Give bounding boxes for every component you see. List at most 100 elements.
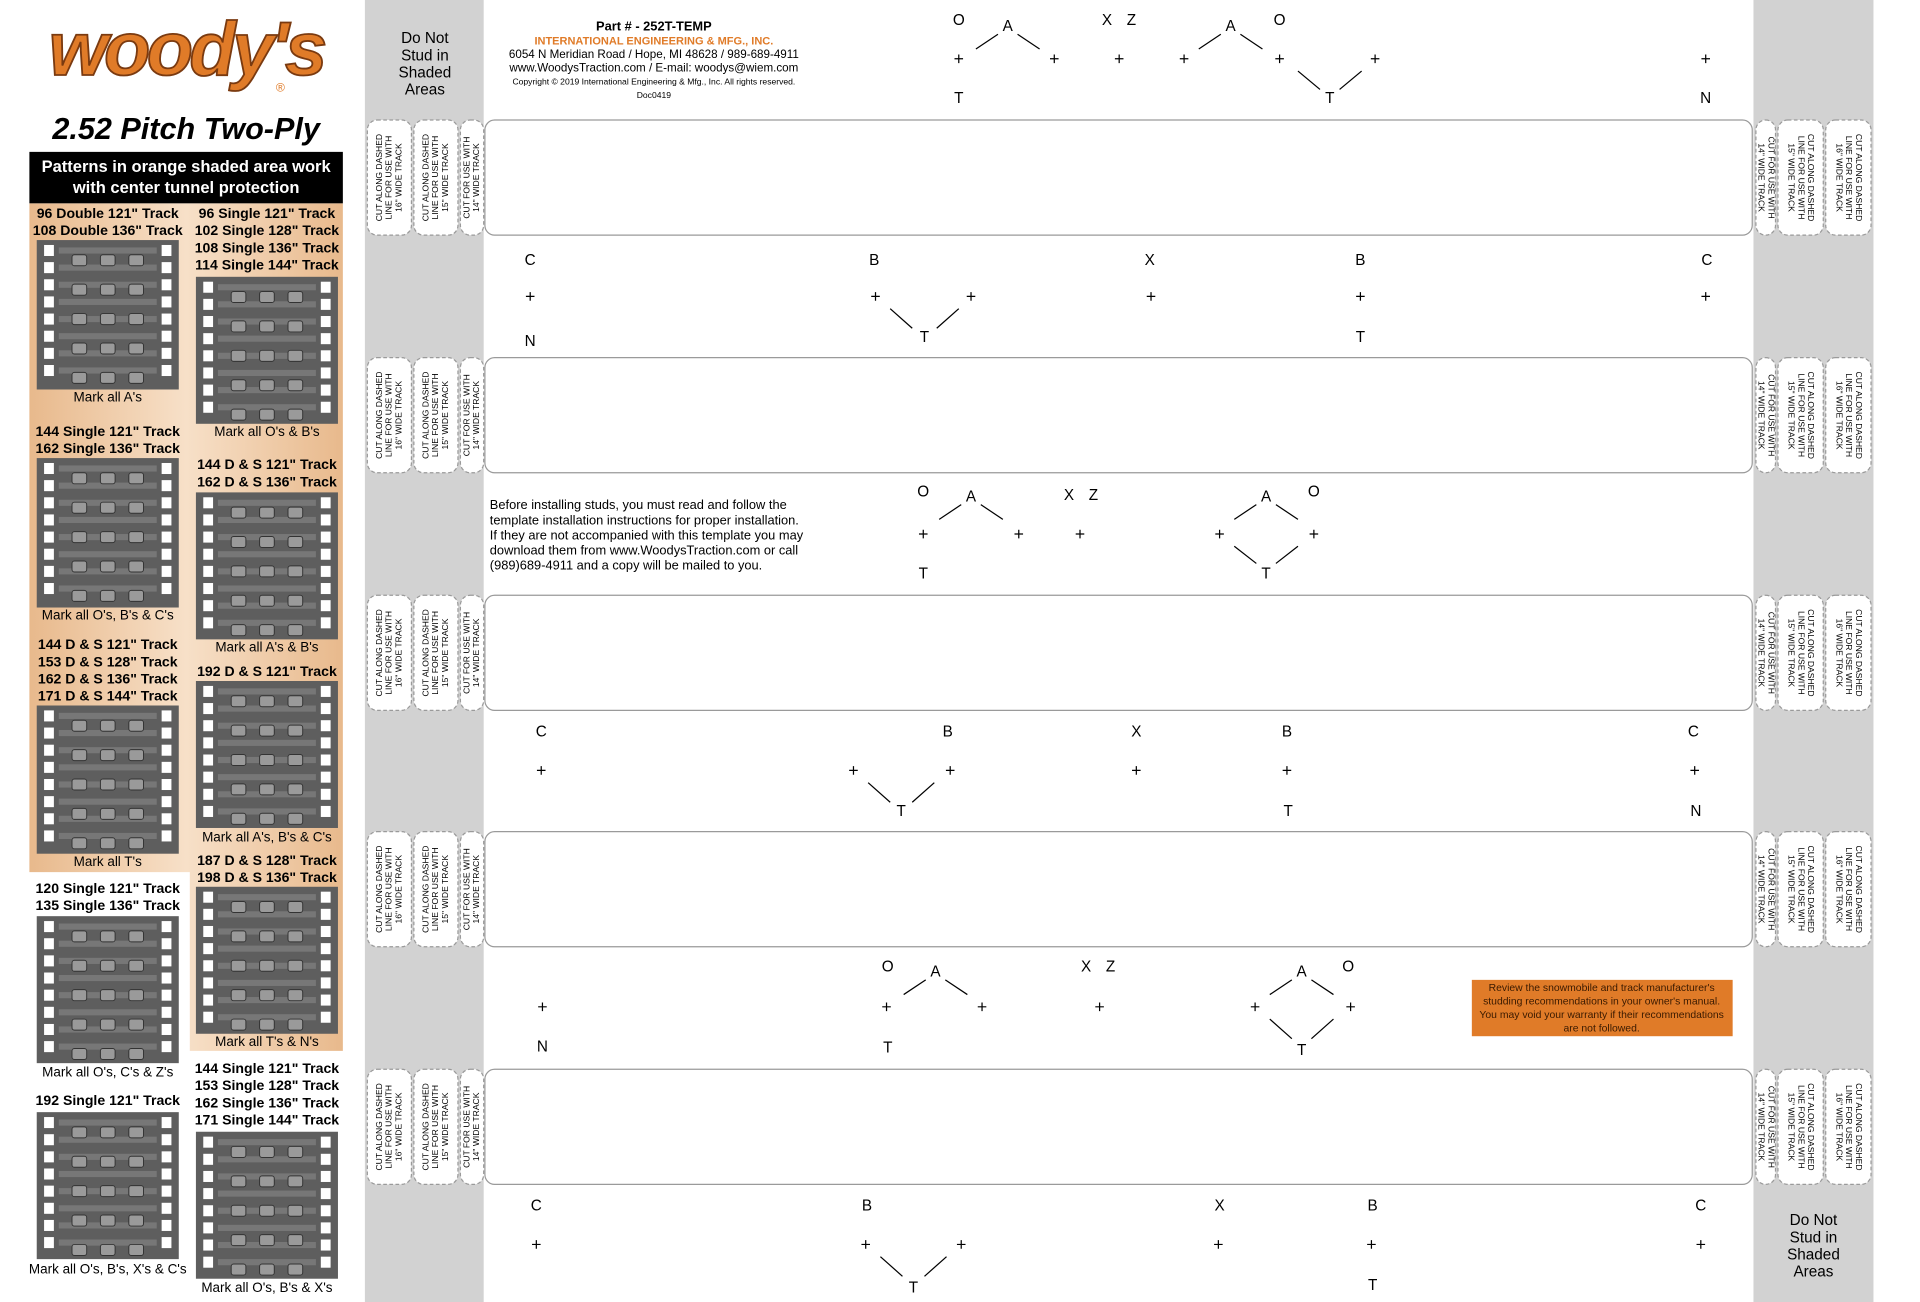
cut-label-line: 15" WIDE TRACK xyxy=(1787,619,1797,688)
track-clip xyxy=(161,1151,172,1163)
stud-spot xyxy=(71,930,88,943)
guide-line xyxy=(911,782,935,803)
stud-spot xyxy=(99,501,116,514)
track-clip xyxy=(161,565,172,577)
cut-label-box xyxy=(1825,831,1872,948)
guide-line xyxy=(936,308,960,329)
stud-spot xyxy=(287,1204,304,1217)
stud-spot xyxy=(128,959,144,972)
track-size: 144 Single 121" Track xyxy=(195,1060,340,1076)
instruction: template installation instructions for p… xyxy=(490,512,799,527)
stud-spot xyxy=(230,1175,247,1188)
instruction: download them from www.WoodysTraction.co… xyxy=(490,542,798,557)
stud-cross xyxy=(966,292,976,301)
cut-label-line: 16" WIDE TRACK xyxy=(1834,1093,1844,1162)
track-lug xyxy=(58,551,157,558)
stud-letter: N xyxy=(1690,803,1701,820)
stud-letter: T xyxy=(920,329,929,346)
track-clip xyxy=(161,955,172,967)
stud-spot xyxy=(230,1145,247,1158)
track-clip xyxy=(320,1239,331,1251)
track-clip xyxy=(203,531,214,543)
stud-letter: B xyxy=(943,723,953,740)
cut-label-box xyxy=(1777,594,1824,712)
track-size: 162 Single 136" Track xyxy=(195,1094,340,1110)
guide-line xyxy=(1269,1018,1293,1040)
stud-letter: B xyxy=(869,252,879,269)
track-clip xyxy=(320,350,331,362)
guide-line xyxy=(1233,504,1257,520)
cut-label-line: 16" WIDE TRACK xyxy=(393,855,403,924)
cut-label-line: 15" WIDE TRACK xyxy=(1787,855,1797,924)
stud-letter: T xyxy=(1261,565,1270,582)
cut-label-line: LINE FOR USE WITH xyxy=(1844,136,1854,220)
cut-label-line: CUT ALONG DASHED xyxy=(1806,609,1816,696)
cut-label-line: LINE FOR USE WITH xyxy=(1844,611,1854,695)
cut-label-line: CUT ALONG DASHED xyxy=(1854,372,1864,459)
cut-strip xyxy=(484,1068,1753,1186)
cut-label-line: CUT FOR USE WITH xyxy=(1766,612,1776,694)
track-clip xyxy=(44,514,54,526)
track-clip xyxy=(161,830,172,842)
stud-spot xyxy=(230,565,247,578)
track-lug xyxy=(58,1119,157,1126)
stud-spot xyxy=(128,1047,144,1060)
stud-spot xyxy=(71,1214,88,1227)
stud-spot xyxy=(230,959,247,972)
cut-label-line: 14" WIDE TRACK xyxy=(471,143,481,212)
track-clip xyxy=(44,955,54,967)
track-clip xyxy=(44,1185,54,1197)
track-clip xyxy=(44,480,54,492)
stud-spot xyxy=(128,1126,144,1139)
track-clip xyxy=(203,754,214,766)
track-clip xyxy=(203,298,214,310)
stud-spot xyxy=(71,1155,88,1168)
cut-label-box xyxy=(459,1068,485,1186)
shaded-note: Shaded xyxy=(1787,1247,1840,1264)
shaded-note: Stud in xyxy=(401,47,449,64)
stud-spot xyxy=(99,719,116,732)
stud-spot xyxy=(259,535,275,548)
title: 2.52 Pitch Two-Ply xyxy=(51,112,322,146)
stud-spot xyxy=(71,472,88,485)
stud-spot xyxy=(71,959,88,972)
stud-letter: C xyxy=(1688,723,1699,740)
stud-spot xyxy=(99,560,116,573)
track-lug xyxy=(217,739,316,746)
track-clip xyxy=(44,279,54,291)
track-clip xyxy=(320,367,331,379)
stud-letter: C xyxy=(1701,252,1712,269)
stud-letter: T xyxy=(1283,803,1292,820)
stud-spot xyxy=(287,900,304,913)
track-clip xyxy=(320,891,331,903)
cut-label-box xyxy=(459,594,485,712)
cut-label-line: LINE FOR USE WITH xyxy=(430,611,440,695)
track-clip xyxy=(44,1041,54,1053)
cut-label-box xyxy=(1825,1068,1872,1186)
cut-label-line: LINE FOR USE WITH xyxy=(430,1085,440,1169)
cut-label-line: CUT ALONG DASHED xyxy=(420,372,430,459)
track-clip xyxy=(320,401,331,413)
cut-label-line: LINE FOR USE WITH xyxy=(1796,847,1806,931)
company: INTERNATIONAL ENGINEERING & MFG., INC. xyxy=(534,36,773,48)
stud-spot xyxy=(287,291,304,304)
stud-cross xyxy=(1114,54,1124,64)
track-clip xyxy=(320,788,331,800)
track-clip xyxy=(203,1222,214,1234)
track-lug xyxy=(217,516,316,524)
track-size: 96 Double 121" Track xyxy=(37,205,179,221)
stud-spot xyxy=(99,283,116,296)
track-clip xyxy=(203,960,214,972)
cut-label-line: CUT ALONG DASHED xyxy=(1854,134,1864,221)
stud-letter: C xyxy=(531,1198,542,1215)
warning-bg xyxy=(1471,979,1733,1037)
track-clip xyxy=(320,583,331,595)
track-clip xyxy=(44,262,54,274)
track-size: 114 Single 144" Track xyxy=(195,257,339,273)
cut-label-line: CUT ALONG DASHED xyxy=(374,372,384,459)
cut-label-line: 16" WIDE TRACK xyxy=(1834,619,1844,688)
stud-spot xyxy=(128,989,144,1002)
